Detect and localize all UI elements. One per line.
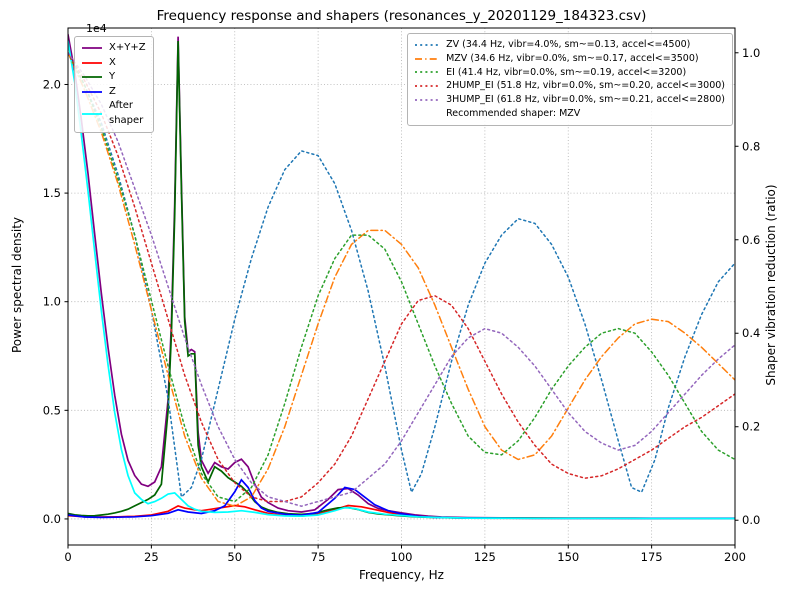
legend-entry-z: Z [81,85,146,100]
right-y-axis-label: Shaper vibration reduction (ratio) [764,184,778,386]
series-line-EI [68,52,735,503]
legend-entry-label: EI (41.4 Hz, vibr=0.0%, sm~=0.19, accel<… [446,66,687,78]
left-axis-offset-text: 1e4 [86,22,107,35]
right-y-tick-label: 0.4 [742,326,760,340]
left-y-tick-label: 0.0 [43,512,61,526]
legend-entry-2HUMP_EI: 2HUMP_EI (51.8 Hz, vibr=0.0%, sm~=0.20, … [414,79,725,93]
legend-entry-MZV: MZV (34.6 Hz, vibr=0.0%, sm~=0.17, accel… [414,52,725,66]
legend-line-sample [415,71,440,74]
legend-line-sample [82,76,102,79]
legend-entry-sum: X+Y+Z [81,41,146,56]
x-tick-label: 25 [144,550,159,564]
legend-entry-label: X [109,56,116,68]
legend-entry-label: After shaper [109,100,144,126]
legend-line-sample [82,112,102,115]
legend-entry-after_shaper: After shaper [81,99,146,128]
legend-line-sample [415,43,440,46]
legend-entry-label: Z [109,85,116,97]
legend-psd: X+Y+Z X Y Z After shaper [74,36,154,133]
legend-line-sample [82,61,102,64]
left-y-tick-label: 2.0 [43,77,61,91]
legend-line-sample [415,99,440,101]
series-line-after_shaper [68,40,735,520]
x-tick-label: 50 [227,550,242,564]
legend-entry-x: X [81,56,146,71]
series-line-MZV [68,52,735,508]
recommended-shaper-note: Recommended shaper: MZV [446,107,581,119]
legend-entry-label: MZV (34.6 Hz, vibr=0.0%, sm~=0.17, accel… [446,52,699,64]
right-y-tick-label: 0.6 [742,233,760,247]
legend-entry-label: X+Y+Z [109,42,146,53]
x-tick-label: 75 [311,550,326,564]
x-tick-label: 0 [64,550,71,564]
x-axis-label: Frequency, Hz [359,568,444,582]
legend-shapers: ZV (34.4 Hz, vibr=4.0%, sm~=0.13, accel<… [407,33,733,126]
left-y-axis-label: Power spectral density [10,216,24,354]
legend-line-sample [415,85,440,88]
series-group [68,33,735,520]
x-tick-label: 125 [474,550,496,564]
legend-entry-label: 3HUMP_EI (61.8 Hz, vibr=0.0%, sm~=0.21, … [446,94,725,106]
series-line-3HUMP_EI [68,52,735,507]
legend-entry-label: Y [109,71,116,82]
legend-entry-3HUMP_EI: 3HUMP_EI (61.8 Hz, vibr=0.0%, sm~=0.21, … [414,93,725,107]
legend-entry-ZV: ZV (34.4 Hz, vibr=4.0%, sm~=0.13, accel<… [414,38,725,52]
series-line-ZV [68,52,735,499]
right-y-tick-label: 0.0 [742,513,760,527]
legend-entry-label: 2HUMP_EI (51.8 Hz, vibr=0.0%, sm~=0.20, … [446,80,725,92]
x-tick-label: 175 [641,550,663,564]
legend-entry-label: ZV (34.4 Hz, vibr=4.0%, sm~=0.13, accel<… [446,39,691,50]
left-y-tick-label: 1.0 [43,295,61,309]
legend-entry-y: Y [81,70,146,85]
legend-line-sample [415,57,440,60]
legend-entry-EI: EI (41.4 Hz, vibr=0.0%, sm~=0.19, accel<… [414,66,725,80]
legend-line-sample [82,90,102,93]
series-line-2HUMP_EI [68,52,735,503]
x-tick-label: 200 [724,550,746,564]
right-y-tick-label: 1.0 [742,46,760,60]
left-y-tick-label: 0.5 [43,403,61,417]
x-tick-label: 100 [391,550,413,564]
right-y-tick-label: 0.2 [742,420,760,434]
left-y-tick-label: 1.5 [43,186,61,200]
right-y-tick-label: 0.8 [742,139,760,153]
chart-title: Frequency response and shapers (resonanc… [156,8,647,24]
x-tick-label: 150 [557,550,579,564]
legend-line-sample [82,47,102,50]
series-line-z [68,478,735,520]
